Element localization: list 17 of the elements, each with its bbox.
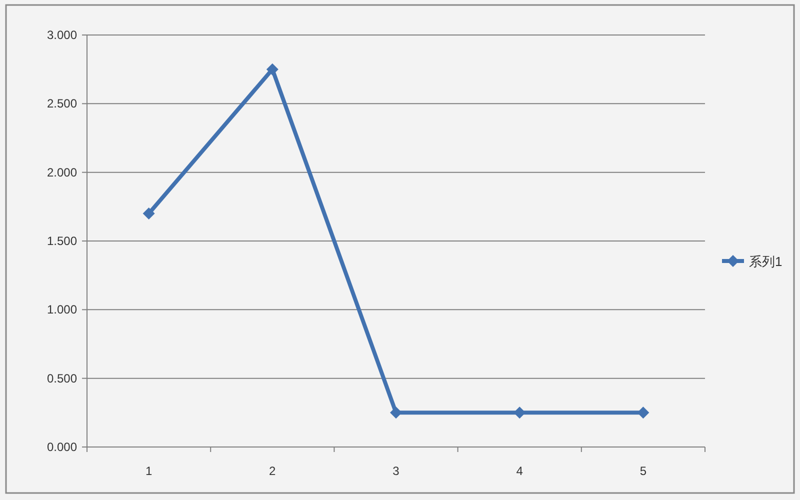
point (390, 406, 402, 419)
y-tick-label: 2.500 (46, 96, 78, 111)
x-tick-label: 4 (516, 464, 524, 478)
x-tick-label: 2 (269, 464, 276, 478)
legend-label: 系列1 (749, 254, 782, 269)
y-tick-label: 3.000 (46, 28, 78, 42)
x-tick-label: 5 (640, 464, 647, 478)
legend: 系列1 (722, 254, 782, 269)
y-tick-label: 2.000 (46, 165, 78, 180)
y-tick-label: 1.000 (46, 302, 78, 317)
y-tick-label: 0.500 (46, 371, 78, 386)
point (266, 63, 278, 76)
point (142, 208, 155, 220)
x-tick-label: 1 (145, 464, 152, 478)
y-tick-label: 1.500 (46, 234, 78, 248)
y-tick-label: 0.000 (46, 440, 78, 454)
x-tick-label: 3 (392, 464, 400, 478)
